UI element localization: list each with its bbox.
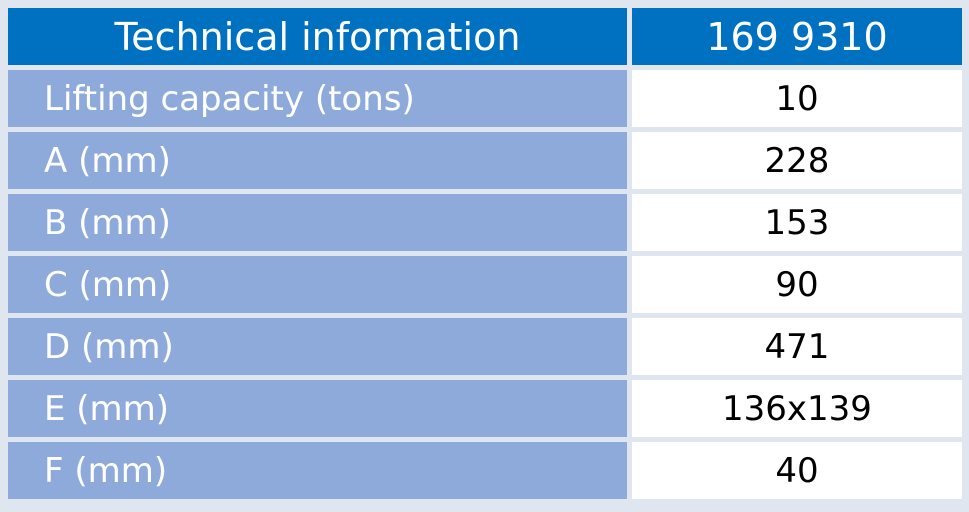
value-cell: 136x139 [632,380,962,437]
label-cell: F (mm) [8,442,627,499]
value-cell: 90 [632,256,962,313]
label-cell: D (mm) [8,318,627,375]
value-cell: 40 [632,442,962,499]
header-cell: Technical information [8,8,627,65]
label-cell: Lifting capacity (tons) [8,70,627,127]
value-cell: 228 [632,132,962,189]
table: Technical information 169 9310 Lifting cap… [8,8,962,499]
label-cell: A (mm) [8,132,627,189]
label-cell: E (mm) [8,380,627,437]
label-cell: C (mm) [8,256,627,313]
value-cell: 10 [632,70,962,127]
header-cell: 169 9310 [632,8,962,65]
label-cell: B (mm) [8,194,627,251]
value-cell: 471 [632,318,962,375]
value-cell: 153 [632,194,962,251]
